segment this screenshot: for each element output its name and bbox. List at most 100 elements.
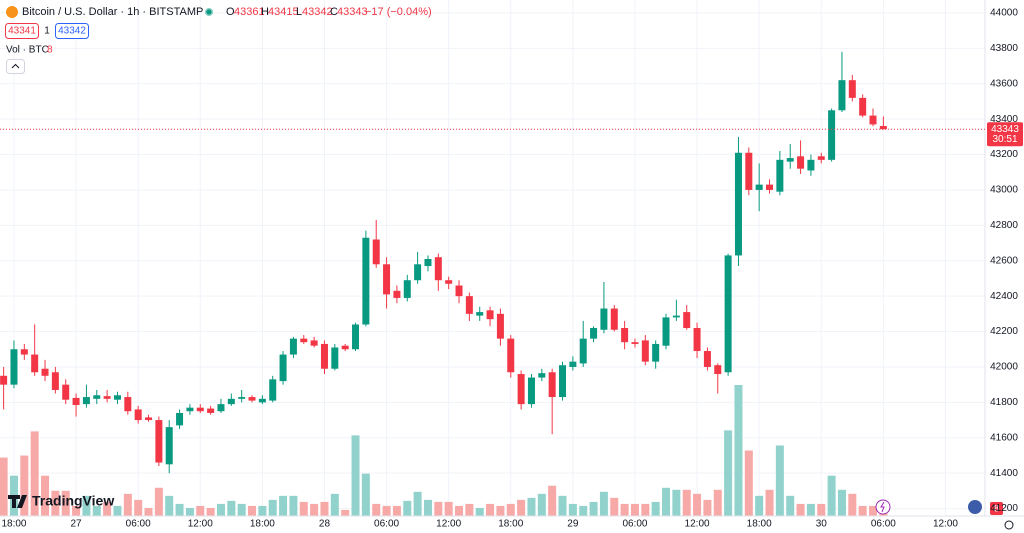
candle-body xyxy=(124,397,132,412)
collapse-button[interactable] xyxy=(6,59,25,74)
candle-body xyxy=(31,354,39,373)
candle-body xyxy=(279,354,287,382)
candle-body xyxy=(186,407,194,412)
candle-layer xyxy=(0,51,887,474)
volume-bar xyxy=(279,495,288,516)
candle-body xyxy=(569,361,577,367)
legend-open: 43361 xyxy=(234,6,265,18)
volume-bar xyxy=(82,495,91,516)
candle-body xyxy=(93,395,101,399)
volume-bar xyxy=(423,499,432,516)
logo-text[interactable]: TradingView xyxy=(32,493,114,509)
candle-body xyxy=(559,365,567,398)
symbol-title[interactable]: Bitcoin / U.S. Dollar · 1h · BITSTAMP xyxy=(22,6,203,18)
volume-bar xyxy=(185,507,194,516)
y-tick-label: 43800 xyxy=(990,43,1018,54)
volume-bar xyxy=(103,501,112,516)
x-tick-label: 06:00 xyxy=(871,519,896,530)
x-tick-label: 30 xyxy=(816,519,828,530)
legend-low: 43342 xyxy=(302,6,333,18)
settings-icon[interactable] xyxy=(1004,520,1014,530)
candle-body xyxy=(859,97,867,116)
volume-bar xyxy=(113,505,122,516)
candle-body xyxy=(207,408,215,413)
candle-body xyxy=(517,374,525,405)
candle-body xyxy=(724,255,732,373)
legend-c: C xyxy=(330,6,338,18)
volume-bar xyxy=(724,430,733,516)
volume-bar xyxy=(175,503,184,516)
candle-body xyxy=(41,368,49,376)
y-tick-label: 43000 xyxy=(990,185,1018,196)
volume-value: 8 xyxy=(47,45,53,56)
x-tick-label: 12:00 xyxy=(436,519,461,530)
volume-bar xyxy=(827,475,836,516)
x-tick-label: 06:00 xyxy=(126,519,151,530)
volume-bar xyxy=(165,495,174,516)
volume-bar xyxy=(475,507,484,516)
volume-bar xyxy=(734,385,743,516)
candle-body xyxy=(445,280,453,284)
volume-bar xyxy=(216,503,225,516)
y-tick-label: 43200 xyxy=(990,149,1018,160)
legend-close: 43343 xyxy=(337,6,368,18)
candle-body xyxy=(476,312,484,316)
countdown: 30:51 xyxy=(992,134,1017,145)
flag-icon[interactable] xyxy=(968,500,982,514)
candle-body xyxy=(62,384,70,400)
candle-body xyxy=(310,340,318,346)
candle-body xyxy=(300,338,308,343)
volume-bar xyxy=(713,489,722,516)
candle-body xyxy=(486,310,494,320)
buy-button[interactable] xyxy=(55,23,89,39)
volume-bar xyxy=(289,495,298,516)
volume-bar xyxy=(154,487,163,516)
y-tick-label: 41400 xyxy=(990,468,1018,479)
volume-bar xyxy=(568,503,577,516)
x-tick-label: 18:00 xyxy=(498,519,523,530)
candle-body xyxy=(0,375,8,385)
volume-bar xyxy=(455,505,464,516)
spread: 1 xyxy=(44,26,50,37)
market-status-dot xyxy=(206,9,212,15)
candle-body xyxy=(652,343,660,362)
badge-value: 8 xyxy=(994,503,999,513)
volume-bar xyxy=(548,485,557,516)
x-tick-label: 29 xyxy=(567,519,579,530)
legend-o: O xyxy=(226,6,235,18)
candle-body xyxy=(258,398,266,403)
candle-body xyxy=(372,239,380,265)
volume-bar xyxy=(765,489,774,516)
volume-bar xyxy=(786,495,795,516)
y-tick-label: 43400 xyxy=(990,114,1018,125)
volume-bar xyxy=(72,505,81,516)
candle-body xyxy=(465,296,473,314)
candle-body xyxy=(103,396,111,399)
candle-body xyxy=(352,324,360,350)
volume-bar xyxy=(630,503,639,516)
candle-body xyxy=(455,285,463,297)
candle-body xyxy=(227,398,235,405)
candle-body xyxy=(320,343,328,369)
volume-bar xyxy=(517,499,526,516)
volume-bar xyxy=(527,497,536,516)
candle-body xyxy=(579,338,587,364)
logo-icon xyxy=(8,495,27,508)
volume-bar xyxy=(858,505,867,516)
buy-price: 43342 xyxy=(58,26,86,37)
candle-body xyxy=(848,80,856,98)
volume-bar xyxy=(51,490,60,516)
x-tick-label: 27 xyxy=(71,519,83,530)
sell-button[interactable] xyxy=(5,23,39,39)
volume-layer xyxy=(0,385,888,516)
candle-body xyxy=(828,110,836,160)
volume-bar xyxy=(206,507,215,516)
volume-bar xyxy=(693,493,702,516)
volume-bar xyxy=(817,503,826,516)
candle-body xyxy=(113,395,121,400)
volume-bar xyxy=(579,505,588,516)
volume-bar xyxy=(227,500,236,516)
y-tick-label: 42000 xyxy=(990,362,1018,373)
volume-bar xyxy=(662,487,671,516)
